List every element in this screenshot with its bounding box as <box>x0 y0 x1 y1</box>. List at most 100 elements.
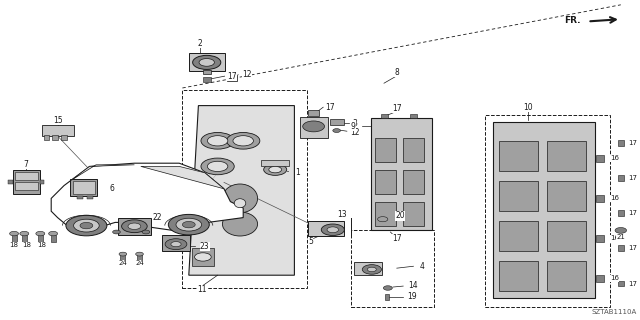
Bar <box>375 202 396 226</box>
Circle shape <box>269 166 282 173</box>
Circle shape <box>165 239 187 250</box>
Polygon shape <box>141 166 224 189</box>
Text: 17: 17 <box>628 245 637 251</box>
Bar <box>300 117 328 138</box>
Circle shape <box>66 215 107 236</box>
Bar <box>385 294 389 300</box>
Circle shape <box>615 228 627 233</box>
Polygon shape <box>70 165 134 181</box>
Circle shape <box>142 230 150 234</box>
Bar <box>44 135 49 140</box>
Text: 10: 10 <box>523 103 533 112</box>
Bar <box>162 235 190 251</box>
Text: SZTAB1110A: SZTAB1110A <box>591 309 637 315</box>
Circle shape <box>333 129 340 132</box>
Bar <box>8 180 13 184</box>
Bar <box>330 119 344 125</box>
Bar <box>618 175 624 181</box>
Bar <box>15 182 38 190</box>
Text: 16: 16 <box>610 196 619 201</box>
Bar <box>12 235 17 242</box>
Text: 4: 4 <box>420 262 425 271</box>
Text: 12: 12 <box>243 70 252 79</box>
Circle shape <box>122 220 147 233</box>
Circle shape <box>207 136 228 146</box>
Bar <box>618 245 624 251</box>
Circle shape <box>201 158 234 175</box>
Text: 1: 1 <box>295 168 300 177</box>
Text: 13: 13 <box>337 210 348 219</box>
Circle shape <box>195 253 211 261</box>
Circle shape <box>362 265 381 274</box>
Bar <box>137 254 142 261</box>
Bar <box>77 196 83 199</box>
Circle shape <box>303 121 324 132</box>
Bar <box>403 170 424 194</box>
Text: 17: 17 <box>628 140 637 146</box>
Bar <box>40 180 44 184</box>
Bar <box>499 181 538 211</box>
Bar <box>403 202 424 226</box>
Circle shape <box>321 224 344 236</box>
Circle shape <box>378 217 388 222</box>
Circle shape <box>264 164 287 175</box>
Text: 21: 21 <box>616 235 625 240</box>
Text: 17: 17 <box>324 103 335 112</box>
Bar <box>499 261 538 291</box>
Bar <box>596 155 604 162</box>
Text: 24: 24 <box>135 260 144 266</box>
Text: 16: 16 <box>610 276 619 281</box>
Bar <box>375 170 396 194</box>
Bar <box>227 76 237 81</box>
Text: 24: 24 <box>118 260 127 266</box>
Circle shape <box>367 267 376 272</box>
Bar <box>547 181 586 211</box>
Bar <box>73 181 95 194</box>
Bar <box>308 221 344 236</box>
Ellipse shape <box>223 212 258 236</box>
Circle shape <box>80 222 93 229</box>
Text: 16: 16 <box>610 156 619 161</box>
Bar <box>261 160 289 166</box>
Bar <box>596 195 604 202</box>
Bar <box>51 235 56 242</box>
Text: 6: 6 <box>109 184 115 193</box>
Text: 20: 20 <box>395 212 405 220</box>
Circle shape <box>119 252 127 256</box>
Circle shape <box>20 231 29 236</box>
Ellipse shape <box>234 199 246 208</box>
Text: 11: 11 <box>197 285 206 294</box>
Circle shape <box>199 59 214 66</box>
Text: 8: 8 <box>394 68 399 76</box>
Bar <box>38 235 43 242</box>
Text: 9: 9 <box>351 122 356 131</box>
Polygon shape <box>51 163 243 230</box>
Bar <box>403 138 424 162</box>
Circle shape <box>233 136 253 146</box>
Polygon shape <box>189 106 294 275</box>
Bar <box>410 114 417 118</box>
Text: 2: 2 <box>198 39 203 48</box>
Text: 14: 14 <box>408 281 418 290</box>
Bar <box>375 138 396 162</box>
Bar <box>13 170 40 194</box>
Circle shape <box>136 252 143 256</box>
Bar <box>596 275 604 282</box>
Bar <box>381 114 388 118</box>
Bar <box>618 281 624 286</box>
Text: 22: 22 <box>152 213 161 222</box>
Circle shape <box>10 231 19 236</box>
Circle shape <box>176 218 202 231</box>
Text: 17: 17 <box>392 104 402 113</box>
Text: 7: 7 <box>24 160 29 169</box>
Bar <box>499 141 538 171</box>
Bar <box>15 172 38 180</box>
Bar <box>22 235 27 242</box>
Circle shape <box>207 161 228 172</box>
Text: 23: 23 <box>200 242 210 251</box>
Bar <box>547 141 586 171</box>
Text: 18: 18 <box>10 242 19 248</box>
Text: 17: 17 <box>392 234 402 243</box>
Text: 3: 3 <box>353 119 358 128</box>
Circle shape <box>171 242 181 247</box>
